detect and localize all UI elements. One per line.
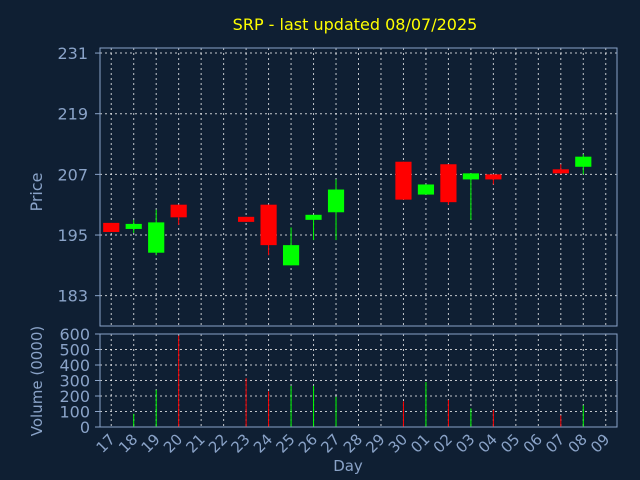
volume-tick-label: 600: [59, 325, 90, 344]
candle-body-04: [485, 174, 502, 180]
candle-body-03: [462, 173, 479, 180]
volume-layer: [133, 335, 584, 427]
chart-title: SRP - last updated 08/07/2025: [233, 15, 478, 34]
price-tick-label: 207: [57, 165, 88, 184]
volume-tick-label: 0: [80, 418, 90, 437]
candle-body-23: [238, 216, 255, 222]
candle-body-25: [282, 245, 300, 266]
candle-body-17: [103, 222, 120, 232]
volume-tick-label: 300: [59, 372, 90, 391]
candle-body-24: [260, 204, 277, 246]
price-tick-label: 183: [57, 287, 88, 306]
volume-panel-frame: [99, 333, 618, 428]
candle-body-07: [552, 169, 569, 174]
x-tick-label: 09: [587, 430, 613, 456]
candle-body-19: [148, 222, 165, 253]
x-axis-label: Day: [333, 457, 363, 475]
candle-body-26: [305, 214, 322, 220]
candle-body-20: [170, 204, 187, 218]
candle-body-30: [395, 161, 412, 200]
price-tick-label: 219: [57, 105, 88, 124]
candle-body-01: [417, 184, 435, 195]
candles-layer: [103, 154, 592, 266]
price-panel-frame: [99, 47, 618, 327]
candle-body-27: [327, 189, 345, 213]
volume-axis-label: Volume (0000): [28, 326, 46, 436]
volume-tick-label: 100: [59, 403, 90, 422]
candle-body-18: [125, 223, 142, 229]
grid-layer: [100, 48, 617, 428]
axes-layer: 1831952072192310100200300400500600171819…: [57, 44, 618, 457]
price-tick-label: 195: [57, 226, 88, 245]
price-tick-label: 231: [57, 44, 88, 63]
volume-tick-label: 200: [59, 387, 90, 406]
candle-body-08: [575, 156, 592, 167]
price-axis-label: Price: [27, 172, 46, 211]
volume-tick-label: 400: [59, 356, 90, 375]
volume-tick-label: 500: [59, 341, 90, 360]
candle-body-02: [440, 164, 457, 203]
